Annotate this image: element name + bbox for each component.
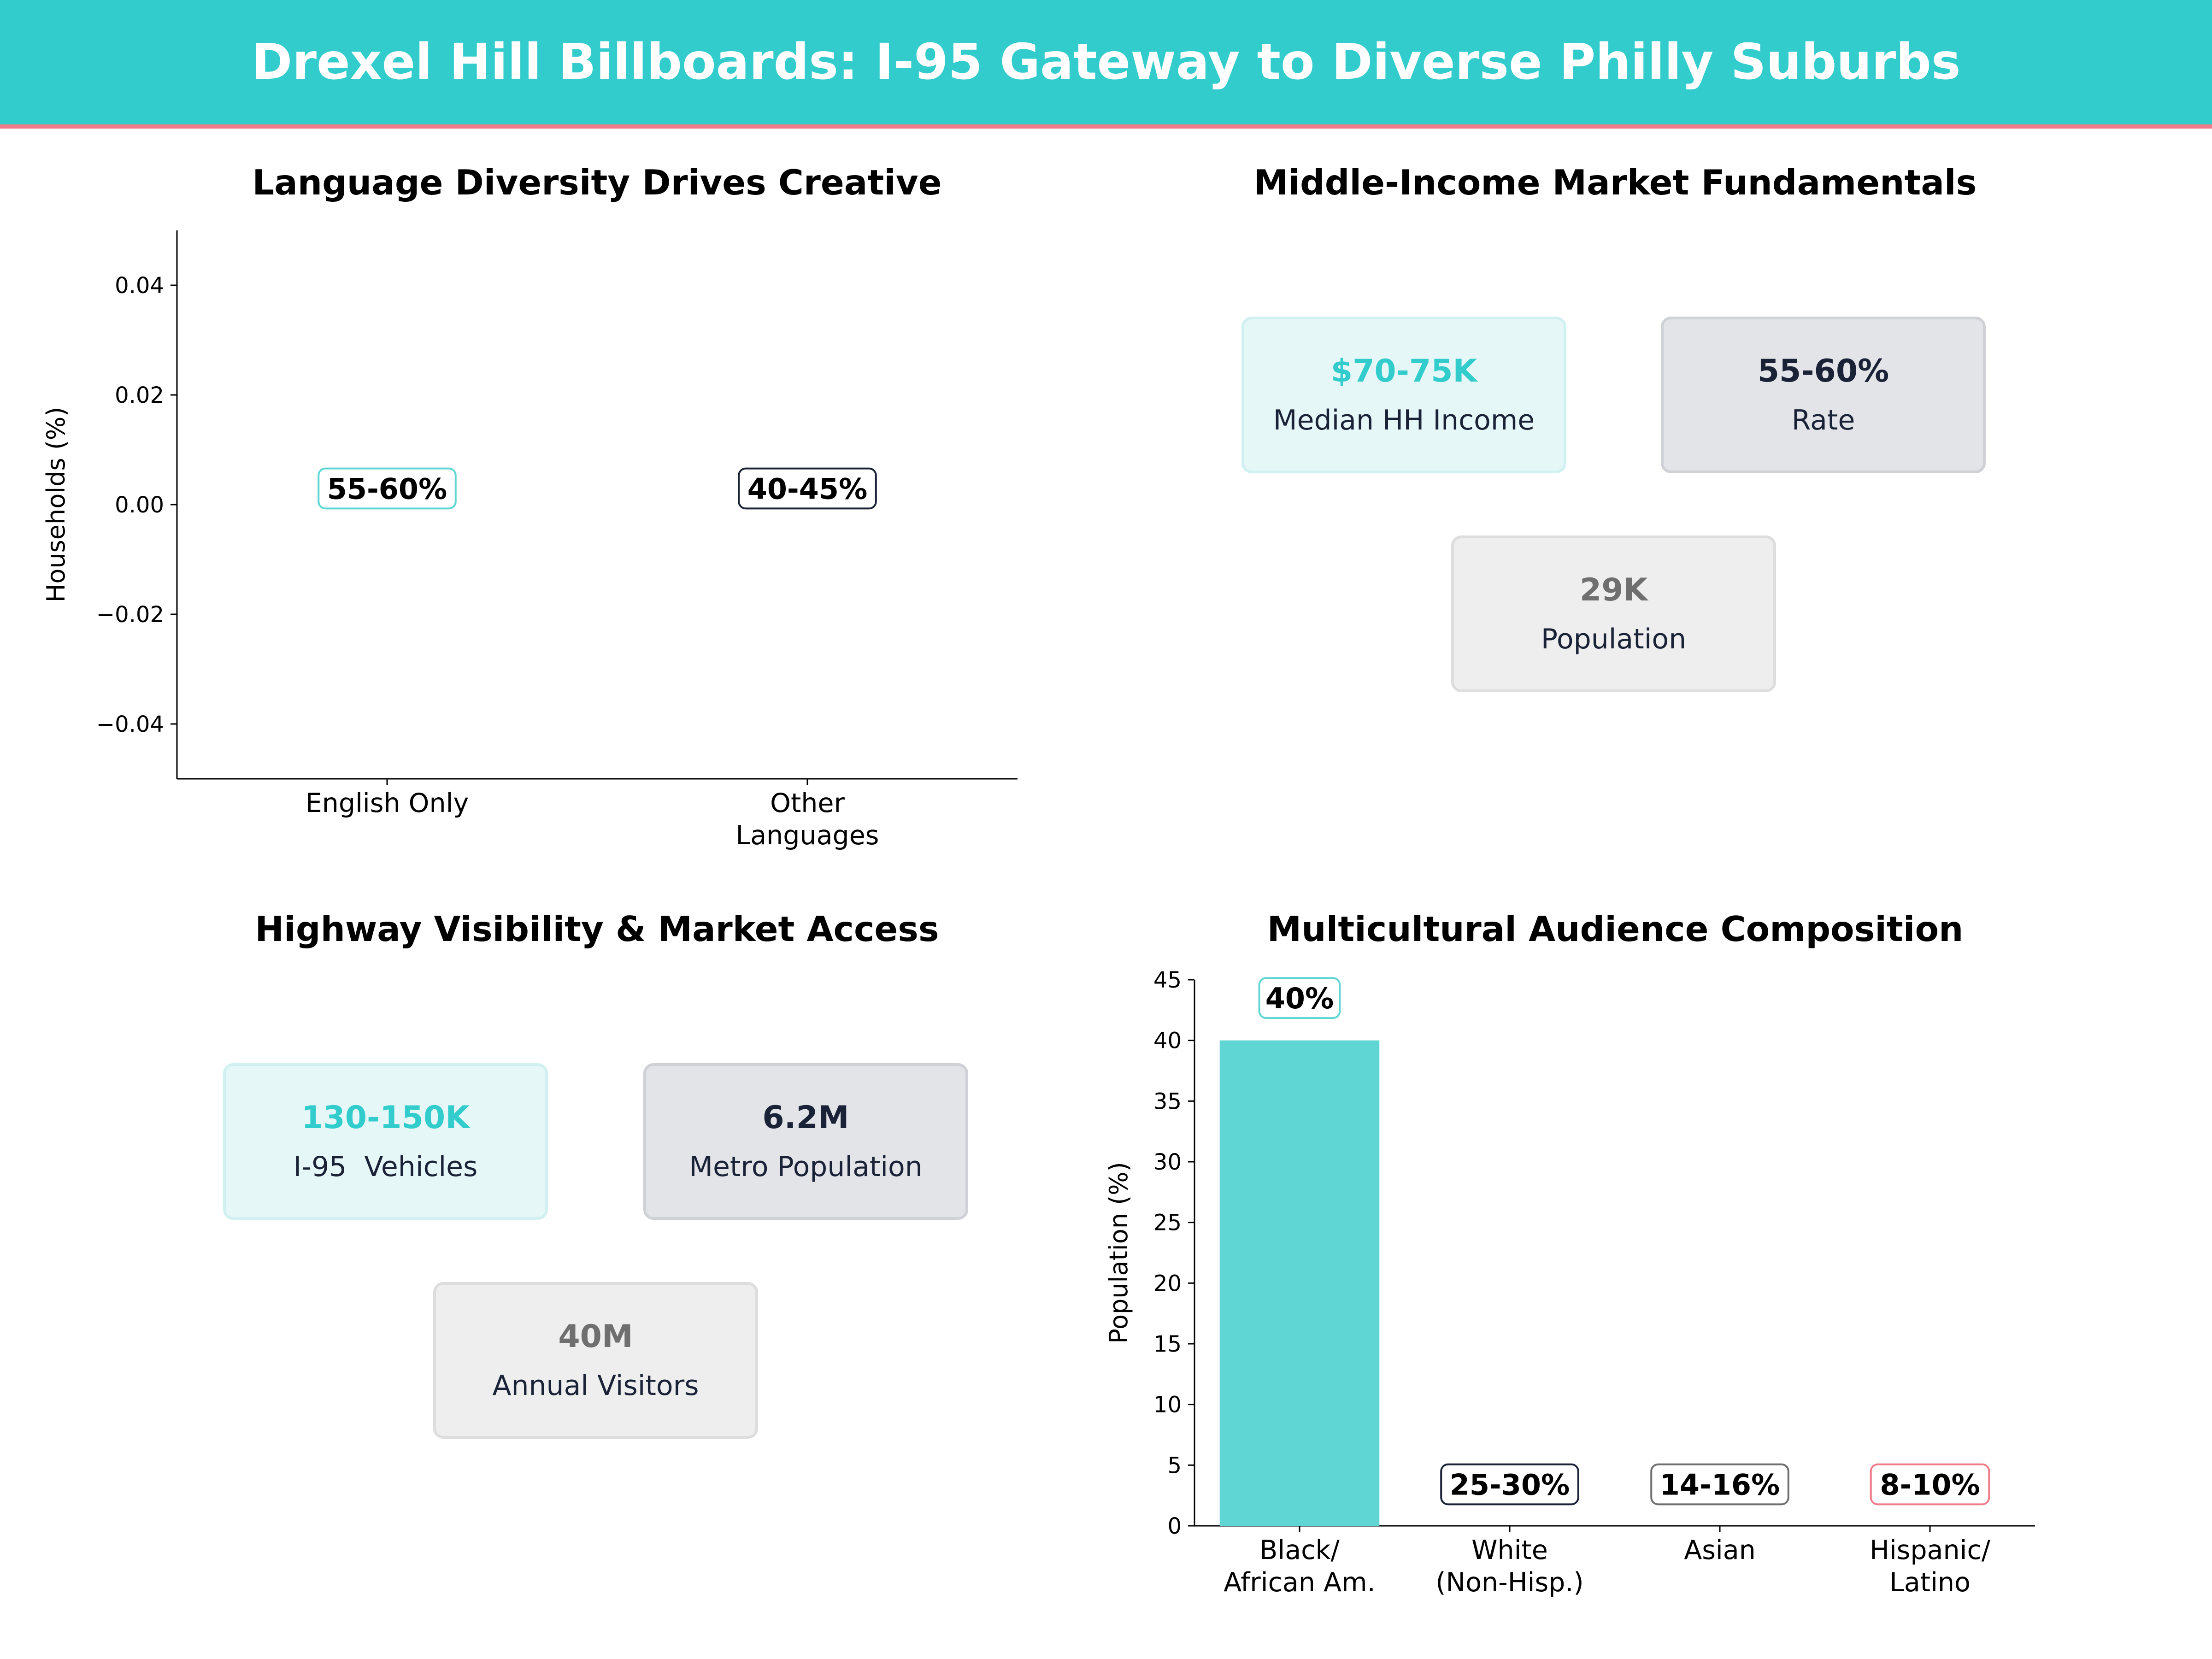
y-axis-label: Population (%) — [1104, 1162, 1133, 1343]
x-tick-label: White (Non-Hisp.) — [1435, 1535, 1583, 1598]
annual-visitors-value: 40M — [558, 1318, 633, 1355]
population-label: Population — [1541, 623, 1687, 655]
fundamentals-title: Middle-Income Market Fundamentals — [1253, 162, 1977, 203]
median-income-value: $70-75K — [1330, 353, 1477, 389]
audience-chart-title: Multicultural Audience Composition — [1267, 909, 1964, 949]
vehicles-value: 130-150K — [301, 1100, 470, 1136]
highway-title: Highway Visibility & Market Access — [255, 909, 939, 949]
data-label: 8-10% — [1880, 1468, 1980, 1501]
title-banner: Drexel Hill Billboards: I-95 Gateway to … — [0, 0, 2212, 129]
y-tick-label: −0.02 — [96, 602, 164, 628]
data-label-box — [1440, 1463, 1579, 1506]
y-tick-label: −0.04 — [96, 712, 164, 737]
y-tick-label: 30 — [1153, 1149, 1182, 1175]
language-chart-title: Language Diversity Drives Creative — [252, 162, 942, 203]
vehicles-label: I-95 Vehicles — [293, 1151, 478, 1183]
x-tick-label: Hispanic/Latino — [1870, 1535, 1991, 1598]
y-tick-label: 10 — [1153, 1392, 1182, 1418]
y-tick-label: 5 — [1167, 1453, 1182, 1478]
y-tick-label: 0.04 — [115, 273, 164, 299]
x-tick-label: Asian — [1684, 1535, 1756, 1565]
data-label: 40% — [1265, 982, 1334, 1015]
annual-visitors-label: Annual Visitors — [492, 1370, 699, 1402]
y-tick-label: 25 — [1153, 1210, 1182, 1236]
data-label-box — [738, 467, 877, 510]
y-tick-label: 15 — [1153, 1331, 1182, 1357]
y-tick-label: 0.02 — [115, 382, 164, 408]
vehicles-card: 130-150K I-95 Vehicles — [223, 1063, 548, 1220]
rate-card: 55-60% Rate — [1661, 317, 1986, 473]
median-income-label: Median HH Income — [1273, 404, 1535, 436]
population-value: 29K — [1579, 572, 1648, 608]
metro-population-value: 6.2M — [762, 1100, 849, 1136]
data-label: 14-16% — [1660, 1468, 1780, 1501]
rate-label: Rate — [1791, 404, 1855, 436]
x-tick-label: English Only — [306, 788, 469, 818]
y-tick-label: 0.00 — [115, 492, 164, 518]
annual-visitors-card: 40M Annual Visitors — [433, 1282, 758, 1439]
data-label-box — [1870, 1463, 1990, 1506]
data-label-box — [1258, 977, 1341, 1019]
banner-title: Drexel Hill Billboards: I-95 Gateway to … — [251, 34, 1961, 91]
metro-population-card: 6.2M Metro Population — [643, 1063, 968, 1220]
y-tick-label: 40 — [1153, 1028, 1182, 1054]
y-tick-label: 20 — [1153, 1271, 1182, 1296]
rate-value: 55-60% — [1757, 353, 1889, 389]
x-tick-label: Black/African Am. — [1224, 1535, 1375, 1598]
population-card: 29K Population — [1451, 535, 1776, 692]
x-tick-label: Other Languages — [736, 788, 879, 851]
metro-population-label: Metro Population — [689, 1151, 923, 1183]
data-label-box — [1650, 1463, 1789, 1506]
bar — [1219, 1040, 1380, 1526]
y-tick-label: 35 — [1153, 1088, 1182, 1114]
y-tick-label: 45 — [1153, 967, 1182, 993]
median-income-card: $70-75K Median HH Income — [1241, 317, 1566, 473]
data-label: 40-45% — [747, 472, 867, 506]
data-label: 25-30% — [1450, 1468, 1570, 1501]
y-tick-label: 0 — [1167, 1513, 1182, 1539]
data-label: 55-60% — [327, 472, 447, 506]
y-axis-label: Households (%) — [41, 407, 71, 603]
data-label-box — [318, 467, 457, 510]
